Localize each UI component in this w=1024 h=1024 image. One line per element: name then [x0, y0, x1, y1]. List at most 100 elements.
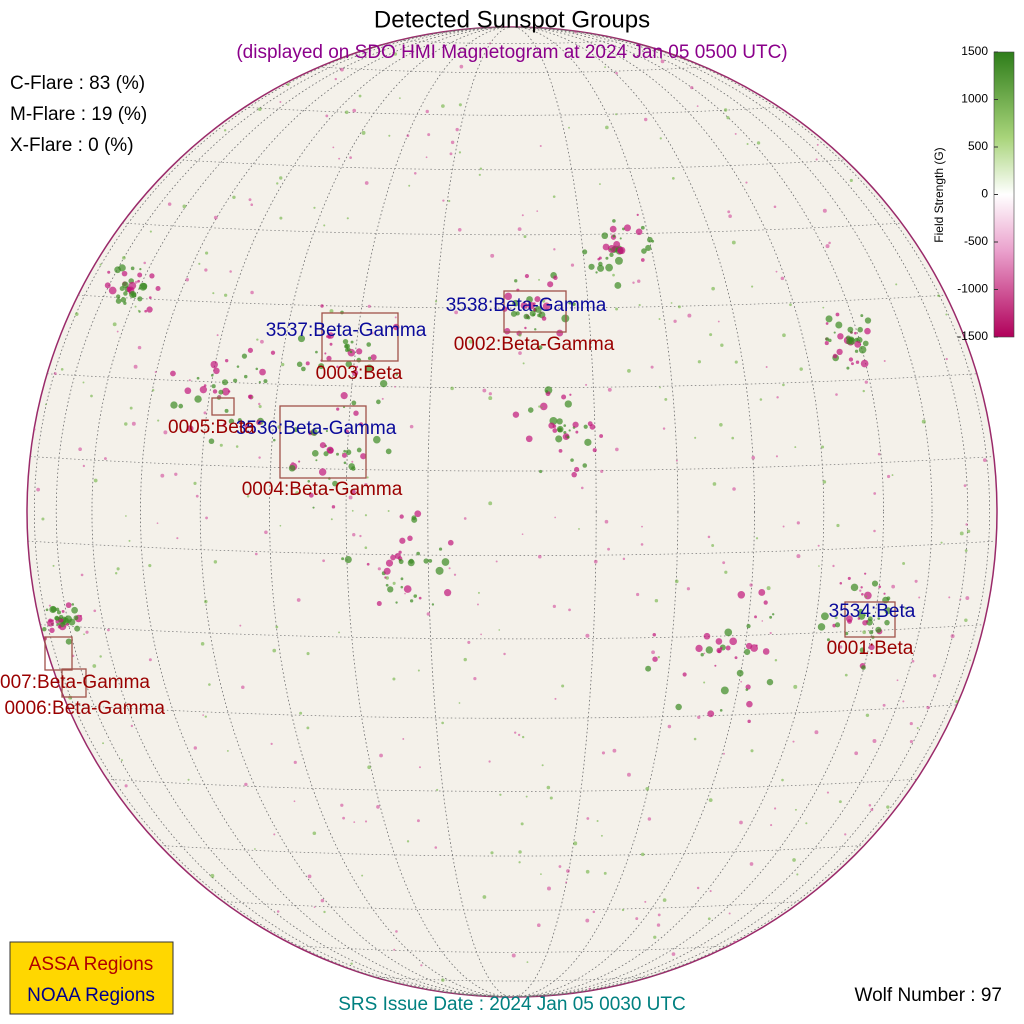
field-patch: [400, 577, 404, 581]
field-speck: [722, 752, 725, 755]
field-speck: [78, 447, 82, 452]
field-speck: [719, 423, 723, 427]
field-speck: [940, 541, 943, 544]
field-patch: [320, 304, 324, 308]
field-speck: [781, 778, 784, 782]
field-speck: [650, 365, 654, 369]
field-speck: [52, 564, 55, 567]
field-speck: [522, 735, 525, 739]
field-patch: [514, 279, 518, 283]
field-speck: [376, 805, 380, 809]
field-speck: [525, 795, 528, 798]
field-speck: [48, 604, 51, 607]
field-speck: [541, 764, 544, 767]
field-patch: [571, 471, 577, 478]
colorbar-tick-label: -500: [964, 234, 988, 248]
field-speck: [187, 778, 190, 781]
field-speck: [615, 447, 619, 452]
field-patch: [128, 281, 137, 290]
field-speck: [520, 822, 524, 826]
field-patch: [247, 347, 253, 353]
field-speck: [463, 47, 467, 52]
field-speck: [393, 948, 396, 951]
field-speck: [570, 263, 575, 267]
field-speck: [441, 721, 444, 725]
field-patch: [695, 644, 703, 653]
field-patch: [414, 510, 422, 518]
field-speck: [107, 628, 110, 632]
field-speck: [937, 294, 940, 298]
field-speck: [151, 389, 155, 392]
field-speck: [490, 253, 495, 258]
field-speck: [116, 567, 120, 571]
field-speck: [687, 313, 692, 318]
field-speck: [540, 873, 542, 875]
field-patch: [311, 449, 319, 457]
field-patch: [326, 355, 332, 362]
field-patch: [407, 535, 413, 541]
field-speck: [538, 405, 541, 408]
field-patch: [61, 621, 64, 625]
field-speck: [782, 333, 786, 338]
field-speck: [865, 595, 868, 598]
field-speck: [712, 482, 717, 486]
field-speck: [148, 658, 152, 662]
region-boxes: [44, 290, 896, 698]
field-patch: [366, 562, 370, 566]
field-patch: [864, 317, 872, 324]
field-patch: [403, 585, 412, 593]
field-patch: [615, 256, 623, 265]
latitude-line: [319, 66, 705, 74]
field-speck: [348, 495, 353, 500]
latitude-line: [122, 222, 902, 236]
field-speck: [775, 270, 778, 273]
field-speck: [82, 381, 85, 384]
field-patch: [523, 313, 530, 320]
field-speck: [250, 290, 254, 295]
field-speck: [740, 680, 743, 683]
field-speck: [313, 206, 316, 209]
field-speck: [959, 598, 962, 601]
field-patch: [308, 492, 314, 498]
field-patch: [609, 248, 612, 251]
field-speck: [415, 594, 418, 597]
field-speck: [299, 711, 303, 715]
field-patch: [307, 480, 311, 483]
field-speck: [477, 603, 479, 606]
field-patch: [863, 614, 866, 617]
field-speck: [734, 132, 737, 135]
field-speck: [320, 898, 325, 903]
field-speck: [503, 652, 506, 656]
field-speck: [323, 910, 326, 914]
field-speck: [825, 244, 830, 249]
colorbar-tick-label: 500: [968, 139, 988, 153]
field-patch: [370, 354, 377, 361]
assa-label: 0006:Beta-Gamma: [4, 698, 165, 719]
field-speck: [774, 659, 778, 662]
field-patch: [614, 282, 622, 289]
field-speck: [160, 473, 165, 478]
field-patch: [123, 291, 128, 296]
field-speck: [406, 134, 410, 138]
field-patch: [194, 395, 202, 403]
field-patch: [138, 287, 141, 290]
field-patch: [541, 316, 547, 321]
field-patch: [140, 282, 148, 290]
field-speck: [799, 367, 803, 371]
field-speck: [585, 383, 588, 386]
field-patch: [247, 394, 253, 399]
field-speck: [950, 634, 955, 639]
field-patch: [298, 460, 301, 463]
field-patch: [569, 393, 572, 396]
field-speck: [966, 529, 971, 534]
legend-box: [9, 941, 174, 1015]
field-speck: [202, 714, 204, 716]
field-speck: [546, 886, 551, 891]
field-speck: [488, 501, 493, 506]
field-patch: [325, 335, 329, 338]
field-patch: [210, 374, 214, 377]
latitude-line: [47, 373, 977, 389]
field-patch: [863, 591, 872, 600]
field-speck: [926, 705, 930, 710]
field-patch: [771, 613, 775, 616]
